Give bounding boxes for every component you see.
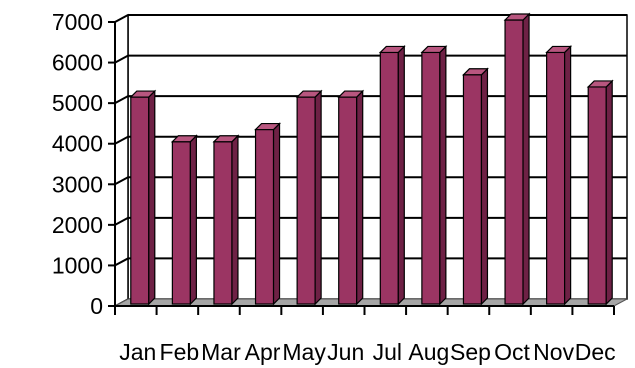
bar-front-face — [213, 141, 233, 305]
bar — [420, 45, 448, 306]
x-tick-label: Dec — [575, 339, 616, 365]
bar-top-face — [503, 13, 531, 21]
bar-front-face — [462, 74, 483, 305]
bar-side-face — [439, 45, 447, 306]
chart-axes — [108, 21, 615, 315]
y-tick-label: 2000 — [52, 212, 103, 238]
bar-side-face — [314, 89, 322, 306]
bar-front-face — [421, 51, 441, 305]
back-wall — [127, 14, 628, 300]
bar — [586, 79, 614, 306]
bar-front-face — [130, 96, 150, 305]
gridline-side — [114, 135, 129, 145]
bar-top-face — [545, 45, 573, 54]
bar-top-face — [170, 135, 198, 143]
y-tick-label: 3000 — [52, 171, 103, 197]
y-tick-label: 5000 — [52, 90, 103, 116]
bar-side-face — [189, 134, 197, 306]
gridline-side — [114, 14, 129, 23]
bar-side-face — [522, 12, 530, 306]
bar — [545, 45, 573, 306]
bar-side-face — [564, 45, 572, 306]
bar-front-face — [504, 19, 524, 305]
bar-side-face — [231, 134, 239, 306]
bar-top-face — [254, 122, 281, 131]
bar-front-face — [254, 128, 275, 305]
x-tick-label: Sep — [450, 339, 491, 365]
chart-gridlines — [114, 14, 627, 267]
bar-side-face — [480, 67, 489, 306]
bar-top-face — [129, 90, 157, 98]
bar-front-face — [546, 51, 566, 305]
y-tick-label: 0 — [90, 293, 103, 319]
bar — [295, 89, 323, 306]
bar-front-face — [296, 96, 316, 305]
gridline-side — [114, 54, 129, 64]
bar — [378, 45, 406, 306]
bar-side-face — [605, 79, 613, 306]
bar — [212, 134, 240, 306]
x-tick-label: Jun — [327, 339, 364, 365]
bar-top-face — [462, 68, 489, 76]
gridline-side — [114, 95, 129, 105]
bar — [462, 67, 489, 306]
bar-side-face — [272, 122, 281, 306]
bar-side-face — [148, 89, 156, 306]
bar-front-face — [587, 86, 607, 305]
y-tick-label: 7000 — [52, 9, 103, 35]
y-axis-tick-labels: 0 1000 2000 3000 4000 5000 6000 7000 — [52, 9, 103, 319]
bar-top-face — [378, 45, 406, 54]
chart-walls — [114, 13, 628, 308]
bar-top-face — [420, 45, 448, 54]
gridline-side — [114, 216, 129, 226]
bar — [129, 89, 157, 306]
x-tick-label: Jan — [119, 339, 156, 365]
bar-top-face — [212, 135, 240, 143]
bar — [170, 134, 198, 306]
x-tick-label: Nov — [533, 339, 574, 365]
bar-front-face — [171, 141, 191, 305]
x-tick-label: May — [282, 339, 326, 365]
chart-bars — [129, 12, 614, 306]
y-tick-label: 6000 — [52, 50, 103, 76]
x-tick-label: Feb — [160, 339, 200, 365]
x-tick-label: Aug — [408, 339, 449, 365]
x-tick-label: Jul — [373, 339, 402, 365]
x-tick-label: Mar — [201, 339, 241, 365]
bar-side-face — [356, 89, 364, 306]
bar-top-face — [295, 90, 323, 98]
bar-top-face — [586, 80, 614, 88]
bar — [503, 12, 531, 306]
bar — [337, 89, 365, 306]
bar — [254, 122, 281, 306]
bar-front-face — [338, 96, 358, 305]
bar-front-face — [379, 51, 399, 305]
gridline-side — [114, 257, 129, 267]
bar-side-face — [397, 45, 405, 306]
gridline-side — [114, 176, 129, 186]
y-tick-label: 1000 — [52, 252, 103, 278]
x-tick-label: Apr — [245, 339, 281, 365]
x-axis-tick-labels: Jan Feb Mar Apr May Jun Jul Aug Sep Oct … — [119, 339, 615, 365]
y-tick-label: 4000 — [52, 131, 103, 157]
bar-top-face — [337, 90, 365, 98]
x-tick-label: Oct — [494, 339, 530, 365]
